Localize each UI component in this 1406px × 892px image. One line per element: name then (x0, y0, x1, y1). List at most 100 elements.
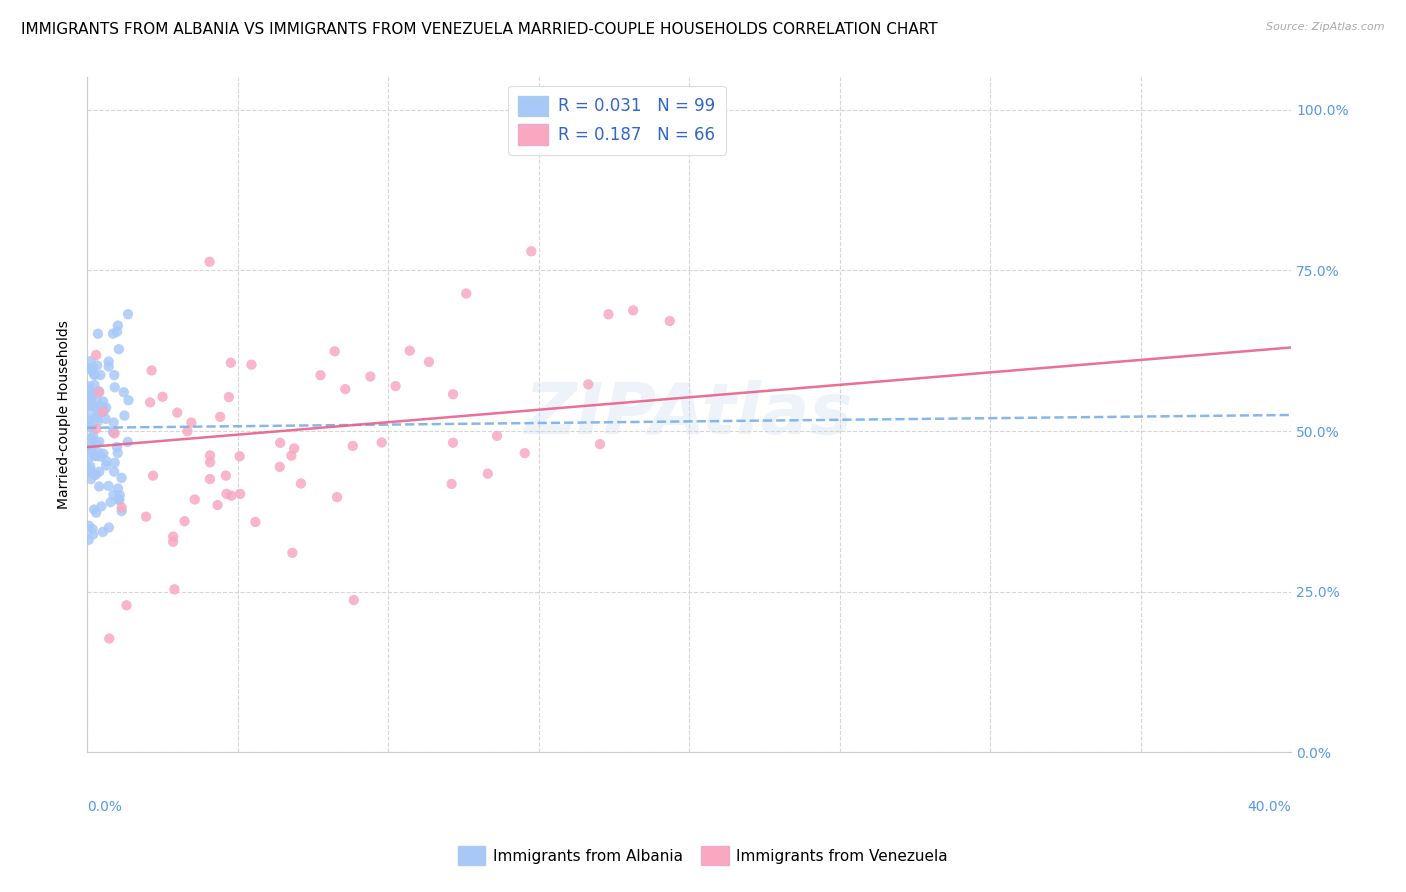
Point (104, 380, 127, 394)
Text: IMMIGRANTS FROM ALBANIA VS IMMIGRANTS FROM VENEZUELA MARRIED-COUPLE HOUSEHOLDS C: IMMIGRANTS FROM ALBANIA VS IMMIGRANTS FR… (21, 22, 938, 37)
Point (79, 459, 101, 474)
Point (280, 449, 302, 463)
Point (82, 389, 104, 403)
Point (100, 495, 122, 509)
Point (343, 593, 366, 607)
Point (87, 445, 110, 459)
Point (107, 318, 129, 333)
Point (91, 447, 114, 461)
Point (77, 398, 100, 412)
Point (198, 455, 221, 469)
Point (82, 361, 104, 376)
Point (79, 436, 101, 450)
Point (240, 358, 263, 372)
Point (335, 382, 357, 396)
Point (86, 410, 108, 425)
Point (93, 404, 115, 418)
Point (166, 406, 188, 420)
Point (101, 425, 124, 440)
Point (105, 325, 128, 339)
Point (79, 390, 101, 404)
Point (111, 504, 134, 518)
Point (114, 409, 136, 423)
Point (110, 471, 132, 485)
Point (104, 456, 127, 470)
Point (91, 400, 114, 414)
Point (198, 472, 221, 486)
Point (83, 399, 105, 413)
Point (269, 435, 291, 450)
Point (84, 506, 107, 520)
Point (97, 520, 120, 534)
Point (176, 424, 198, 438)
Point (82, 385, 104, 400)
Point (342, 439, 364, 453)
Point (83, 502, 105, 516)
Point (80, 466, 103, 480)
Point (229, 487, 252, 501)
Point (142, 468, 165, 483)
Point (83, 449, 105, 463)
Point (82, 527, 104, 541)
Point (359, 369, 381, 384)
Point (108, 492, 131, 507)
Point (77, 361, 100, 376)
Point (440, 477, 463, 491)
Point (98, 632, 121, 646)
Point (79, 383, 101, 397)
Point (80, 431, 103, 445)
Point (86, 449, 108, 463)
Point (477, 467, 499, 481)
Point (215, 468, 238, 483)
Point (103, 465, 125, 479)
Point (309, 368, 332, 383)
Point (79, 419, 101, 434)
Point (221, 489, 243, 503)
Point (83, 367, 105, 381)
Point (323, 344, 346, 359)
Text: Source: ZipAtlas.com: Source: ZipAtlas.com (1267, 22, 1385, 32)
Point (77, 461, 100, 475)
Point (77, 451, 100, 466)
Point (83, 378, 105, 392)
Point (84, 422, 107, 436)
Point (219, 356, 242, 370)
Point (107, 482, 129, 496)
Point (96, 454, 118, 468)
Point (104, 426, 127, 441)
Point (89, 465, 111, 479)
Point (441, 387, 464, 401)
Point (184, 492, 207, 507)
Point (245, 515, 267, 529)
Text: 0.0%: 0.0% (87, 800, 122, 814)
Point (83, 368, 105, 382)
Point (215, 487, 238, 501)
Point (86, 436, 108, 450)
Point (103, 425, 125, 439)
Point (84, 348, 107, 362)
Point (89, 385, 111, 400)
Point (207, 498, 229, 512)
Point (77, 414, 100, 428)
Point (77, 518, 100, 533)
Point (87, 414, 110, 428)
Point (80, 472, 103, 486)
Point (89, 434, 111, 449)
Point (209, 409, 232, 424)
Point (384, 379, 406, 393)
Point (108, 488, 131, 502)
Point (86, 393, 108, 408)
Point (486, 429, 509, 443)
Point (97, 479, 120, 493)
Point (84, 467, 107, 482)
Point (103, 416, 125, 430)
Point (598, 307, 620, 321)
Point (80, 420, 103, 434)
Legend: Immigrants from Albania, Immigrants from Venezuela: Immigrants from Albania, Immigrants from… (451, 840, 955, 871)
Point (162, 530, 184, 544)
Point (290, 476, 312, 491)
Legend: R = 0.031   N = 99, R = 0.187   N = 66: R = 0.031 N = 99, R = 0.187 N = 66 (509, 86, 725, 155)
Point (162, 534, 184, 549)
Point (108, 343, 131, 357)
Point (83, 467, 105, 481)
